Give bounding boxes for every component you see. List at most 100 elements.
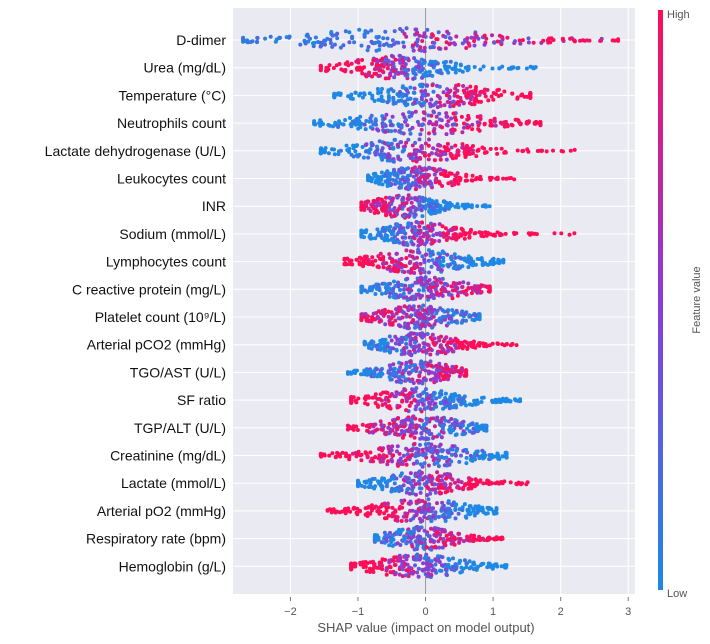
shap-point (349, 565, 354, 569)
shap-point (429, 151, 434, 156)
shap-point (361, 565, 366, 570)
shap-point (443, 373, 448, 378)
shap-point (499, 564, 504, 569)
shap-point (396, 369, 401, 374)
shap-point (477, 121, 482, 125)
shap-point (427, 404, 432, 409)
shap-point (377, 511, 382, 516)
shap-point (410, 228, 415, 233)
shap-point (349, 69, 354, 74)
shap-point (398, 316, 403, 321)
shap-point (504, 342, 509, 346)
shap-point (453, 508, 458, 512)
shap-point (366, 258, 371, 262)
shap-point (404, 518, 409, 523)
shap-point (440, 449, 445, 454)
shap-point (510, 91, 515, 96)
shap-point (365, 402, 370, 407)
shap-point (477, 341, 482, 345)
shap-point (378, 446, 383, 451)
shap-point (444, 40, 449, 45)
shap-point (427, 166, 432, 171)
shap-point (406, 269, 411, 274)
shap-point (406, 308, 411, 313)
shap-point (441, 406, 446, 411)
shap-point (457, 559, 462, 564)
shap-point (328, 37, 333, 42)
shap-point (414, 386, 419, 391)
shap-point (342, 256, 347, 261)
shap-point (420, 68, 424, 73)
shap-point (430, 63, 434, 68)
shap-point (263, 36, 268, 41)
shap-point (407, 186, 412, 191)
shap-point (422, 422, 427, 427)
shap-point (513, 117, 518, 122)
shap-point (460, 432, 465, 437)
shap-point (416, 402, 421, 407)
shap-point (513, 39, 517, 44)
shap-point (447, 474, 452, 479)
shap-point (397, 129, 402, 133)
shap-point (460, 285, 465, 290)
shap-point (380, 341, 384, 346)
shap-point (358, 114, 363, 119)
shap-point (497, 33, 502, 38)
shap-point (426, 287, 431, 292)
shap-point (342, 262, 347, 267)
shap-point (419, 196, 424, 201)
shap-point (446, 499, 451, 504)
shap-point (370, 477, 375, 481)
shap-point (418, 490, 423, 495)
shap-point (424, 446, 429, 451)
shap-point (393, 509, 398, 514)
shap-point (451, 111, 456, 116)
shap-point (359, 200, 364, 205)
shap-point (438, 280, 443, 285)
shap-point (395, 515, 400, 520)
shap-point (470, 430, 475, 435)
shap-point (381, 257, 386, 262)
shap-point (395, 558, 400, 563)
shap-point (470, 178, 475, 183)
shap-point (420, 39, 425, 43)
shap-point (417, 373, 422, 378)
shap-point (457, 369, 462, 374)
shap-point (435, 93, 440, 98)
shap-point (395, 224, 400, 229)
shap-point (480, 145, 485, 150)
shap-point (434, 404, 439, 409)
shap-point (392, 481, 397, 486)
x-tick-label: −2 (284, 606, 297, 618)
shap-point (404, 68, 408, 73)
shap-point (445, 459, 450, 464)
shap-point (453, 235, 458, 240)
shap-point (515, 95, 520, 100)
shap-point (388, 478, 392, 483)
shap-point (379, 458, 384, 463)
shap-point (460, 144, 465, 149)
shap-point (466, 281, 471, 286)
shap-point (451, 349, 456, 354)
shap-point (255, 36, 260, 40)
shap-point (413, 563, 417, 568)
shap-point (406, 370, 411, 375)
shap-point (332, 92, 337, 96)
shap-point (380, 86, 384, 91)
shap-point (488, 481, 493, 486)
shap-point (430, 45, 435, 49)
x-tick-label: 0 (422, 606, 428, 618)
shap-point (398, 60, 403, 65)
shap-point (440, 507, 445, 512)
shap-point (434, 281, 439, 286)
shap-point (456, 478, 461, 483)
shap-point (394, 487, 399, 492)
shap-point (415, 570, 420, 575)
shap-point (433, 562, 438, 567)
shap-point (408, 499, 413, 504)
shap-point (305, 32, 310, 37)
shap-point (445, 29, 450, 34)
shap-point (478, 67, 483, 72)
shap-point (318, 40, 323, 45)
shap-point (426, 143, 431, 148)
